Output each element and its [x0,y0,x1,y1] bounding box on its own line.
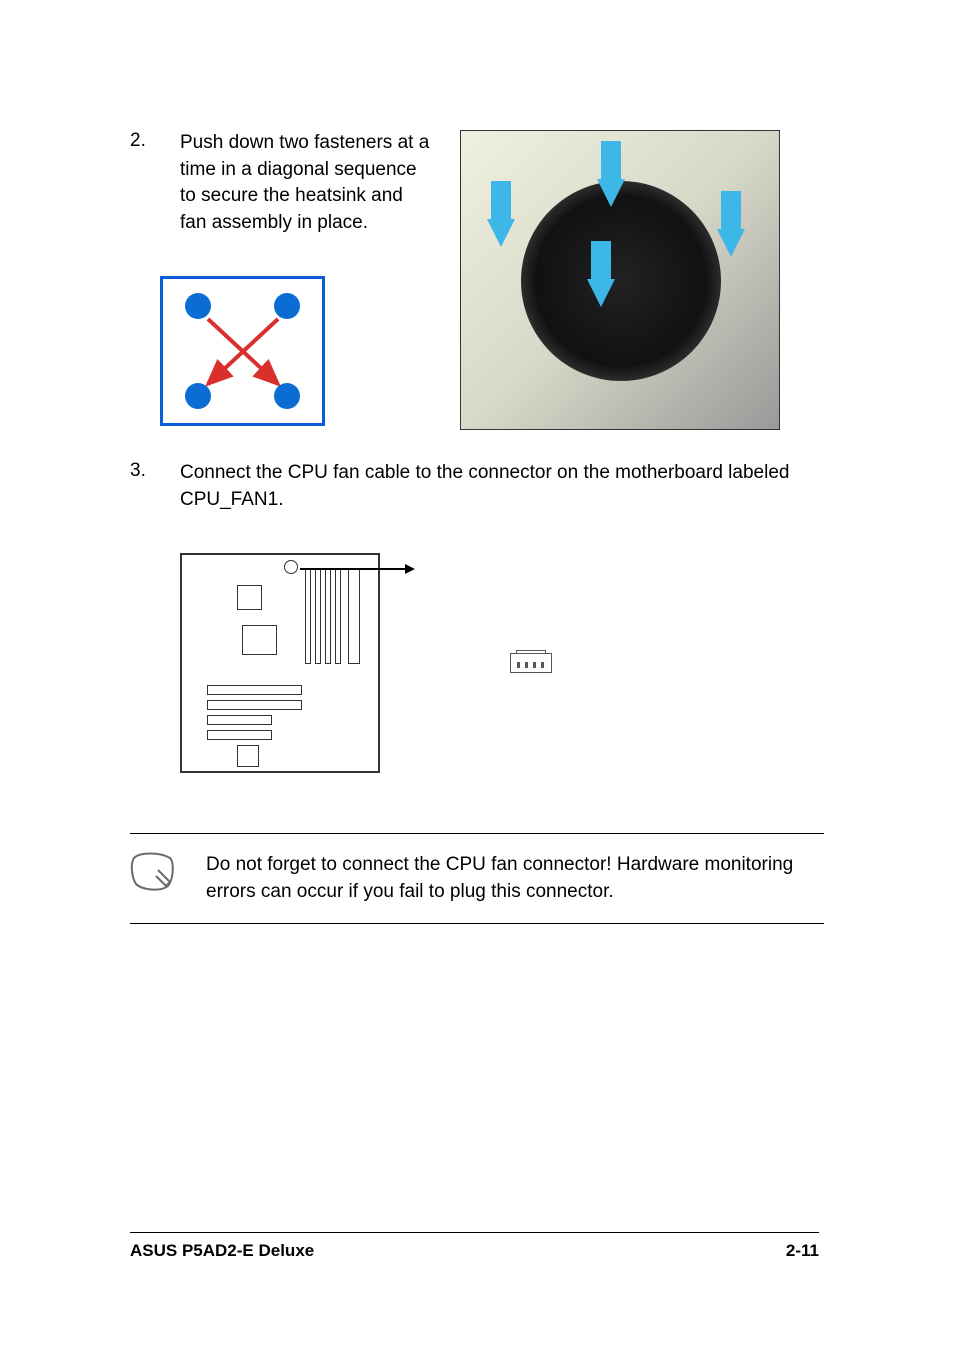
cpufan-connector [510,653,552,673]
motherboard-diagram [180,553,380,773]
mb-slot-4 [207,730,272,740]
mb-ram-area [305,569,360,664]
push-arrow-stem-3 [721,191,741,231]
connector-pin-3 [533,662,536,668]
push-arrow-3 [717,229,745,257]
mb-chip-3 [237,745,259,767]
step-2-text: Push down two fasteners at a time in a d… [180,130,430,236]
fan-circle [521,181,721,381]
push-arrow-4 [597,179,625,207]
step-2-left: 2. Push down two fasteners at a time in … [130,130,430,426]
push-arrow-stem-2 [591,241,611,281]
step-3: 3. Connect the CPU fan cable to the conn… [130,460,824,513]
motherboard-row [180,553,824,773]
push-arrow-stem-1 [491,181,511,221]
mb-chip-2 [242,625,277,655]
step-2-number: 2. [130,130,180,236]
mb-cpufan-circle [284,560,298,574]
diagonal-diagram [160,276,325,426]
mb-slot-2 [207,700,302,710]
step-2-row: 2. Push down two fasteners at a time in … [130,130,824,430]
push-arrow-1 [487,219,515,247]
connector-pin-1 [517,662,520,668]
motherboard-wrap [180,553,380,773]
note-box: Do not forget to connect the CPU fan con… [130,833,824,924]
note-icon [130,852,176,892]
step-2: 2. Push down two fasteners at a time in … [130,130,430,236]
footer-right: 2-11 [786,1241,819,1261]
step-3-text: Connect the CPU fan cable to the connect… [180,460,824,513]
connector-pin-4 [541,662,544,668]
mb-arrow-svg [300,559,420,579]
push-arrow-2 [587,279,615,307]
connector-pin-2 [525,662,528,668]
footer: ASUS P5AD2-E Deluxe 2-11 [130,1232,819,1261]
mb-slot-3 [207,715,272,725]
heatsink-photo [460,130,780,430]
note-text: Do not forget to connect the CPU fan con… [206,852,824,905]
mb-slot-1 [207,685,302,695]
mb-chip-1 [237,585,262,610]
connector-top [516,650,546,654]
step-3-number: 3. [130,460,180,513]
push-arrow-stem-4 [601,141,621,181]
footer-left: ASUS P5AD2-E Deluxe [130,1241,314,1261]
